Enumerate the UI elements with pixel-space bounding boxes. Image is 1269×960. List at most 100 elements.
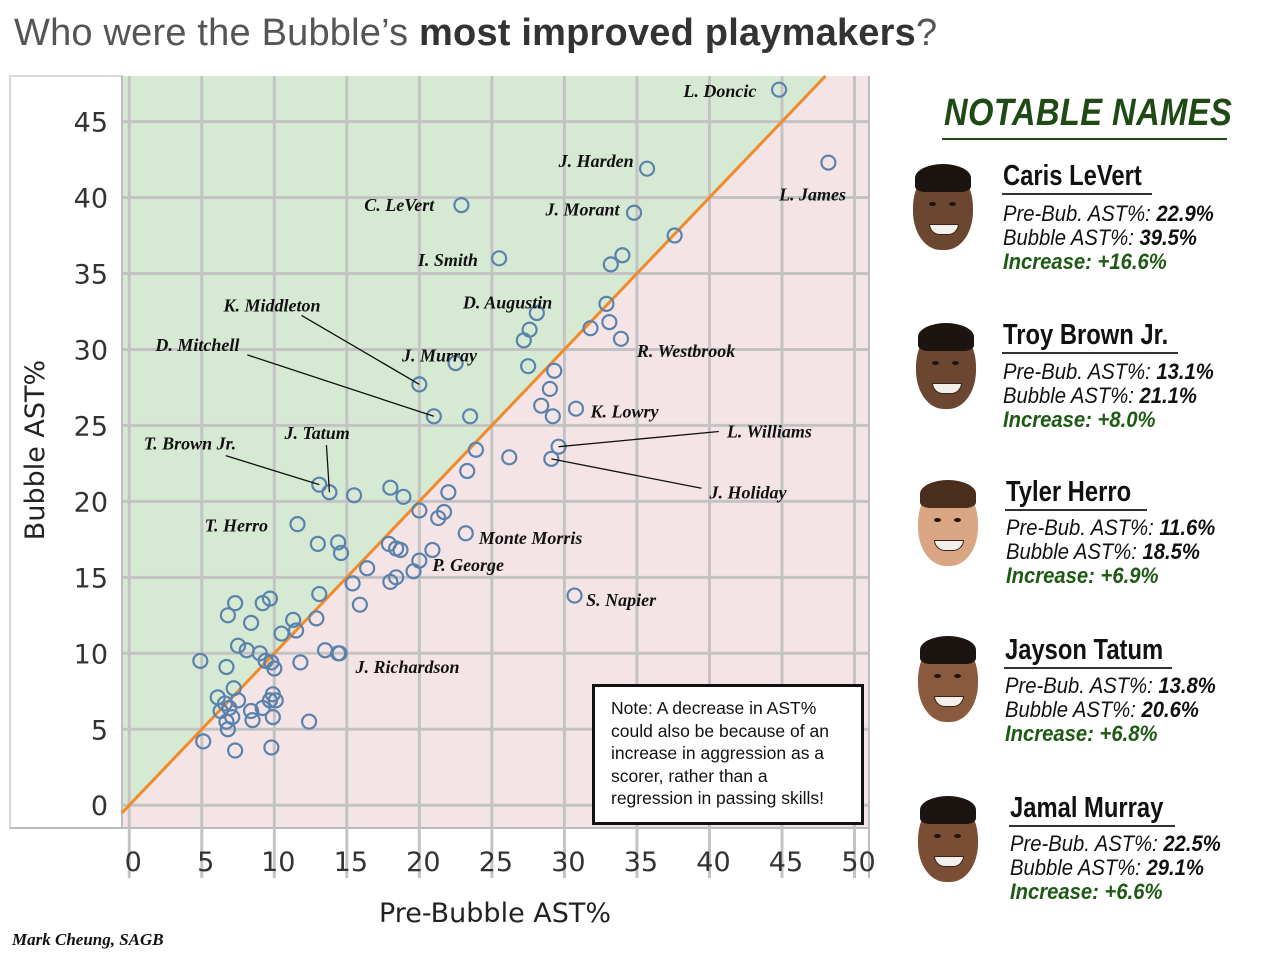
label-leader-line	[225, 455, 320, 486]
point-label: J. Morant	[545, 200, 621, 220]
y-tick-label: 20	[74, 487, 108, 518]
y-tick-label: 10	[74, 639, 108, 670]
name-underline	[1009, 825, 1175, 827]
data-point	[263, 654, 280, 671]
data-point	[195, 733, 212, 750]
data-point	[440, 484, 457, 501]
data-point	[242, 702, 260, 720]
name-underline	[1005, 509, 1147, 511]
data-point	[218, 658, 235, 676]
data-point	[345, 487, 363, 504]
data-point	[395, 488, 412, 505]
data-point	[330, 534, 347, 551]
data-point	[242, 614, 260, 632]
player-name: Caris LeVert	[1003, 160, 1142, 192]
data-point	[770, 81, 788, 98]
reference-line	[120, 74, 827, 814]
data-point	[392, 541, 409, 559]
chart-title: Who were the Bubble’s most improved play…	[14, 12, 937, 55]
data-point	[227, 742, 244, 759]
data-point	[292, 654, 309, 671]
data-point	[351, 596, 368, 613]
data-point	[254, 595, 271, 612]
data-point	[457, 525, 474, 542]
bubble-stat: Bubble AST%: 29.1%	[1010, 855, 1204, 880]
title-suffix: ?	[915, 12, 938, 54]
data-point	[430, 509, 447, 527]
data-point	[467, 441, 485, 458]
x-tick-label: 50	[841, 847, 875, 878]
data-point	[602, 256, 619, 273]
player-photo	[918, 796, 978, 882]
data-point	[425, 408, 442, 425]
increase-stat: Increase: +8.0%	[1003, 407, 1156, 432]
point-label: S. Napier	[586, 590, 657, 610]
data-point	[491, 250, 508, 267]
data-point	[567, 400, 585, 417]
scatter-chart: 0 5 10 15 20 25 30 35 40 45 0 5 10 15 20 25 30 35 40 45 50 Pr…	[9, 74, 876, 929]
pre-bubble-stat: Pre-Bub. AST%: 22.9%	[1003, 201, 1214, 226]
y-tick-label: 35	[74, 259, 108, 290]
increase-stat: Increase: +6.9%	[1006, 563, 1159, 588]
data-point	[582, 320, 599, 337]
x-tick-label: 15	[334, 847, 368, 878]
data-point	[453, 197, 470, 214]
x-axis-label: Pre-Bubble AST%	[379, 898, 611, 929]
bubble-stat: Bubble AST%: 39.5%	[1003, 225, 1197, 250]
label-leader-line	[325, 444, 331, 493]
data-point	[541, 380, 558, 398]
data-point	[614, 247, 631, 264]
data-point	[244, 712, 261, 729]
point-label: L. Williams	[726, 421, 812, 441]
data-point	[229, 637, 247, 654]
name-underline	[1004, 667, 1172, 669]
x-tick-label: 0	[125, 847, 142, 878]
player-photo	[918, 636, 978, 722]
point-label: C. LeVert	[364, 195, 435, 215]
y-tick-label: 25	[74, 411, 108, 442]
y-axis-panel	[9, 75, 123, 829]
data-point	[528, 304, 545, 322]
data-point	[332, 544, 350, 562]
data-point	[501, 449, 518, 466]
data-point	[447, 355, 464, 372]
point-label: J. Holiday	[708, 482, 787, 502]
note-box: Note: A decrease in AST% could also be b…	[592, 684, 864, 825]
x-tick-label: 20	[406, 847, 440, 878]
data-point	[546, 362, 563, 379]
data-point	[359, 560, 376, 577]
point-label: D. Mitchell	[154, 335, 239, 355]
point-label: I. Smith	[417, 250, 478, 270]
data-point	[311, 476, 328, 493]
x-tick-label: 10	[261, 847, 295, 878]
y-axis-label: Bubble AST%	[20, 360, 51, 540]
pre-bubble-stat: Pre-Bub. AST%: 22.5%	[1010, 831, 1221, 856]
region-above-diagonal	[122, 76, 826, 828]
data-point	[219, 721, 236, 738]
data-point	[625, 204, 643, 221]
x-tick-label: 35	[624, 847, 658, 878]
data-point	[612, 330, 630, 347]
data-point	[566, 587, 583, 604]
point-label: L. Doncic	[682, 81, 756, 101]
data-point	[308, 610, 325, 627]
player-name: Jayson Tatum	[1005, 634, 1164, 666]
data-point	[638, 160, 656, 177]
player-name: Tyler Herro	[1006, 476, 1132, 508]
point-label: P. George	[431, 555, 504, 575]
data-point	[263, 739, 280, 756]
data-point	[382, 573, 399, 590]
data-point	[285, 611, 302, 628]
data-point	[405, 563, 422, 580]
title-prefix: Who were the Bubble’s	[14, 12, 420, 54]
sidebar-divider	[942, 138, 1227, 140]
name-underline	[1002, 193, 1152, 195]
data-point	[520, 358, 537, 375]
point-label: J. Richardson	[355, 657, 460, 677]
data-point	[459, 462, 476, 480]
data-point	[424, 541, 441, 559]
note-text: Note: A decrease in AST% could also be b…	[611, 698, 829, 808]
y-tick-label: 45	[74, 108, 108, 139]
data-point	[330, 645, 347, 662]
point-label: T. Brown Jr.	[144, 434, 236, 454]
